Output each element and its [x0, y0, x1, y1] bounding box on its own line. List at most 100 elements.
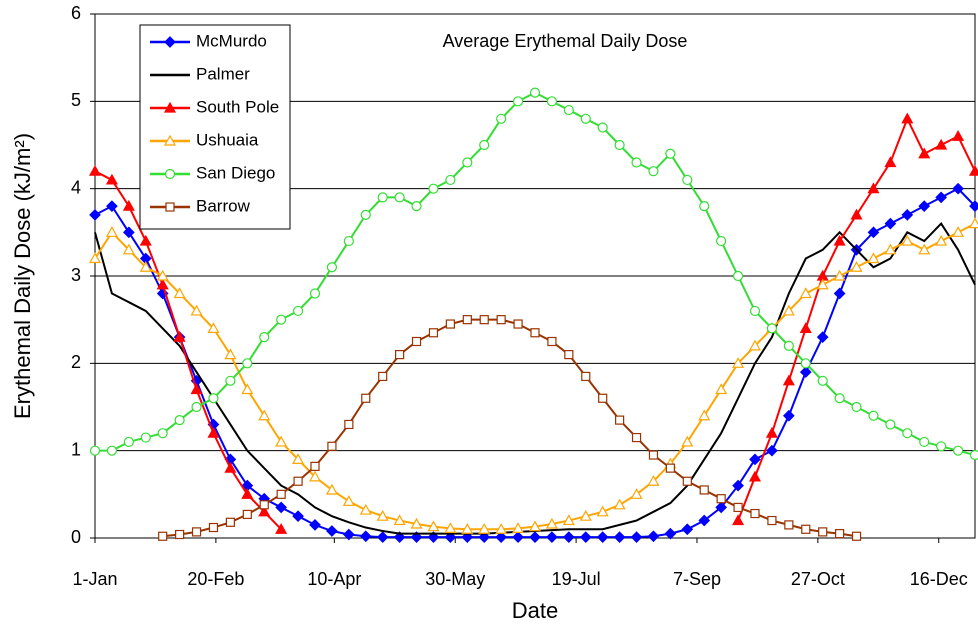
marker: [783, 340, 794, 351]
marker: [868, 410, 879, 421]
marker: [241, 488, 254, 499]
marker: [816, 331, 829, 343]
marker: [835, 529, 845, 539]
marker: [902, 428, 913, 439]
marker: [817, 375, 828, 386]
marker: [952, 182, 964, 195]
marker: [748, 470, 762, 482]
marker: [563, 104, 574, 116]
marker: [935, 191, 948, 204]
marker: [275, 501, 288, 514]
marker: [123, 436, 134, 448]
marker: [359, 530, 372, 543]
x-tick-label: 7-Sep: [673, 569, 721, 589]
marker: [445, 319, 455, 329]
marker: [799, 366, 812, 378]
marker: [427, 520, 440, 532]
marker: [377, 192, 388, 203]
marker: [208, 522, 219, 533]
marker: [88, 252, 102, 264]
marker: [225, 375, 236, 386]
marker: [969, 200, 978, 212]
marker: [156, 278, 169, 290]
marker: [276, 489, 286, 499]
marker: [613, 531, 626, 543]
marker: [528, 520, 542, 532]
marker: [919, 436, 930, 448]
marker: [410, 517, 423, 529]
marker: [952, 226, 965, 237]
marker: [647, 474, 660, 486]
marker: [462, 157, 473, 168]
marker: [716, 235, 727, 247]
marker: [765, 426, 778, 438]
marker: [512, 522, 525, 533]
marker: [359, 503, 372, 515]
marker: [732, 479, 744, 492]
marker: [681, 435, 694, 447]
marker: [749, 305, 761, 317]
marker: [376, 509, 389, 521]
marker: [545, 517, 558, 529]
marker: [89, 445, 101, 456]
marker: [647, 530, 660, 543]
marker: [750, 508, 760, 519]
marker: [258, 409, 271, 421]
marker: [292, 510, 304, 523]
marker: [175, 529, 185, 540]
marker: [733, 502, 743, 513]
marker: [782, 304, 795, 316]
marker: [242, 358, 253, 369]
marker: [596, 531, 609, 543]
x-tick-label: 19-Jul: [552, 569, 601, 589]
marker: [342, 528, 355, 541]
marker: [395, 350, 405, 360]
y-tick-label: 3: [71, 265, 81, 285]
marker: [496, 315, 506, 325]
marker: [562, 514, 575, 526]
marker: [833, 269, 846, 281]
marker: [242, 509, 252, 520]
marker: [884, 243, 897, 255]
y-tick-label: 1: [71, 439, 81, 459]
marker: [732, 514, 745, 526]
marker: [748, 339, 762, 351]
marker: [479, 315, 489, 325]
y-tick-label: 4: [71, 177, 81, 197]
marker: [190, 383, 203, 395]
marker: [867, 226, 880, 239]
marker: [479, 139, 490, 151]
marker: [801, 524, 811, 534]
marker: [224, 461, 237, 473]
marker: [715, 501, 728, 514]
marker: [901, 209, 914, 221]
marker: [833, 287, 846, 300]
marker: [546, 96, 558, 107]
y-tick-label: 6: [71, 3, 81, 23]
marker: [276, 314, 287, 325]
marker: [682, 174, 693, 186]
marker: [190, 304, 203, 316]
y-tick-label: 0: [71, 527, 81, 547]
marker: [614, 139, 625, 151]
marker: [699, 201, 710, 212]
marker: [122, 243, 135, 255]
marker: [799, 322, 812, 333]
marker: [156, 269, 169, 281]
marker: [344, 419, 354, 430]
marker: [327, 441, 337, 451]
marker: [564, 350, 574, 360]
marker: [445, 174, 456, 186]
marker: [293, 476, 303, 486]
marker: [631, 157, 642, 168]
legend-box: [139, 24, 291, 230]
marker: [342, 495, 355, 506]
y-tick-label: 5: [71, 90, 81, 110]
marker: [139, 261, 152, 272]
marker: [512, 531, 524, 543]
legend-label: Palmer: [196, 64, 250, 83]
marker: [122, 199, 135, 211]
marker: [411, 336, 422, 347]
x-tick-label: 30-May: [425, 569, 485, 589]
marker: [884, 217, 897, 230]
